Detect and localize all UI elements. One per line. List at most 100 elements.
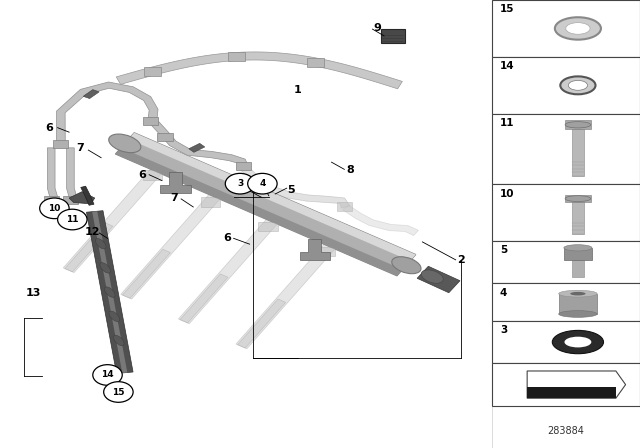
Circle shape [225,173,255,194]
Text: 15: 15 [500,4,515,14]
Bar [492,114,640,184]
Polygon shape [115,133,416,276]
Bar [565,121,591,129]
Text: 7: 7 [76,143,84,153]
Polygon shape [92,211,127,373]
Polygon shape [47,148,58,200]
Ellipse shape [555,17,601,39]
Polygon shape [67,148,77,200]
Bar [236,162,251,170]
Text: 1: 1 [294,85,301,95]
Ellipse shape [421,270,443,283]
Bar [143,117,158,125]
Ellipse shape [564,245,592,251]
Polygon shape [63,154,175,272]
Bar [559,294,597,314]
Ellipse shape [560,76,595,94]
Bar [381,29,405,43]
Bar [337,202,352,211]
Bar [492,184,640,241]
Polygon shape [69,192,95,204]
Polygon shape [236,230,348,349]
Text: 6: 6 [223,233,231,243]
Ellipse shape [109,311,120,322]
Bar [44,196,59,204]
Bar [144,67,161,76]
Ellipse shape [565,196,591,202]
Circle shape [40,198,69,219]
Bar [564,248,592,260]
Bar [0,0,492,448]
Bar [492,283,640,321]
Bar [572,260,584,277]
Polygon shape [160,172,191,193]
Bar [572,202,584,234]
Bar [307,58,324,67]
Circle shape [93,365,122,385]
Polygon shape [115,148,403,276]
Text: 5: 5 [287,185,295,194]
Polygon shape [116,52,403,89]
Bar [157,133,173,141]
Bar [63,196,78,204]
Text: 14: 14 [101,370,114,379]
Text: 3: 3 [237,179,243,188]
Ellipse shape [559,290,597,297]
Polygon shape [527,388,616,398]
Ellipse shape [104,287,115,297]
Polygon shape [417,266,460,293]
Bar [492,57,640,114]
Bar [492,241,640,283]
Polygon shape [180,274,228,323]
Text: 5: 5 [500,245,507,255]
Polygon shape [241,167,350,208]
Ellipse shape [113,335,124,346]
Text: 10: 10 [500,189,515,198]
Polygon shape [56,82,158,148]
Text: 6: 6 [45,123,53,133]
Polygon shape [122,249,170,298]
Text: 12: 12 [85,227,100,237]
Bar [492,0,640,57]
Bar [572,129,584,176]
Ellipse shape [392,257,421,274]
Text: 4: 4 [259,179,266,188]
Bar [316,247,335,257]
Polygon shape [150,120,249,169]
Bar [492,321,640,363]
Polygon shape [86,211,133,374]
Ellipse shape [109,134,141,153]
Text: 10: 10 [48,204,61,213]
Circle shape [104,382,133,402]
Polygon shape [179,205,291,323]
Polygon shape [237,299,285,348]
Polygon shape [129,133,416,261]
Bar [53,140,68,148]
Ellipse shape [566,22,590,34]
Polygon shape [342,205,419,236]
Text: 2: 2 [457,255,465,265]
Text: 11: 11 [500,118,515,128]
Text: 9: 9 [374,23,381,33]
Text: 15: 15 [112,388,125,396]
Text: 4: 4 [500,288,508,297]
Ellipse shape [570,292,586,296]
Bar [201,197,220,207]
Ellipse shape [552,331,604,354]
Ellipse shape [565,122,591,128]
Text: 13: 13 [26,289,41,298]
Ellipse shape [100,263,111,273]
Bar [259,222,278,232]
Text: 6: 6 [138,170,146,180]
Polygon shape [81,186,94,205]
Text: 3: 3 [500,325,507,335]
Text: 283884: 283884 [548,426,584,436]
Polygon shape [121,180,233,299]
Text: 8: 8 [347,165,355,175]
Polygon shape [65,223,113,272]
Ellipse shape [568,80,588,90]
Bar [492,363,640,406]
Text: 7: 7 [170,193,178,203]
Text: 14: 14 [500,61,515,71]
Circle shape [58,209,87,230]
